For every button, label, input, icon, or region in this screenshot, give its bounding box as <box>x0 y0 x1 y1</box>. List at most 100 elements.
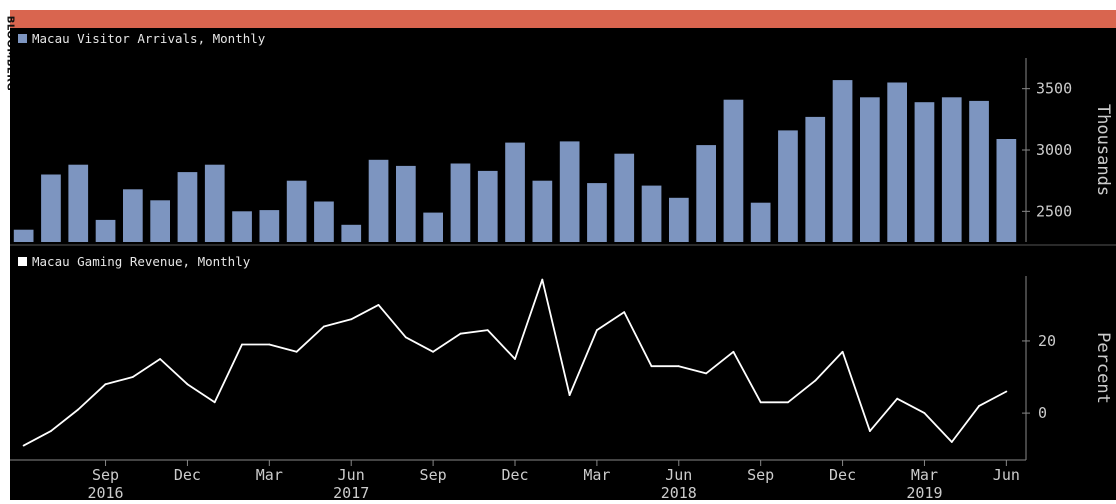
series-point-revenue <box>241 343 243 346</box>
bar-visitors <box>177 172 198 242</box>
series-point-revenue <box>841 350 844 353</box>
bar-visitors <box>969 100 989 243</box>
legend-swatch-visitors <box>18 34 27 43</box>
series-point-revenue <box>705 372 707 375</box>
top-banner <box>10 10 1116 28</box>
bar-visitors <box>914 102 935 242</box>
series-point-revenue <box>159 358 162 360</box>
x-tick-label: Mar <box>911 466 938 484</box>
series-point-revenue <box>896 397 899 400</box>
bar-visitors <box>68 164 89 242</box>
x-tick-label: Sep <box>420 466 447 484</box>
series-point-revenue <box>978 405 980 407</box>
series-point-revenue <box>923 412 926 414</box>
legend-swatch-revenue <box>18 257 27 266</box>
series-point-revenue <box>568 394 571 396</box>
bar-visitors <box>505 142 525 242</box>
series-point-revenue <box>77 408 80 411</box>
x-tick-label: Sep <box>92 466 119 484</box>
series-point-revenue <box>1005 390 1008 393</box>
series-point-revenue <box>404 336 407 339</box>
bar-visitors <box>41 174 61 242</box>
bar-visitors <box>941 97 962 242</box>
series-point-revenue <box>104 383 107 386</box>
bar-visitors <box>996 139 1017 242</box>
series-point-revenue <box>514 358 516 360</box>
series-point-revenue <box>323 325 325 328</box>
bar-visitors <box>423 212 443 242</box>
series-point-revenue <box>814 379 817 382</box>
chart-svg: Macau Visitor Arrivals, Monthly 2500 3000 3… <box>10 31 1116 502</box>
bar-visitors <box>123 189 143 242</box>
series-point-revenue <box>186 383 189 386</box>
bar-visitors <box>314 201 334 242</box>
legend-label-visitors: Macau Visitor Arrivals, Monthly <box>32 31 266 46</box>
x-tick-label: Dec <box>501 466 528 484</box>
bar-visitors <box>95 219 116 242</box>
x-tick-label: Dec <box>829 466 856 484</box>
bar-visitors <box>805 116 826 242</box>
chart-panel: Macau Visitor Arrivals, Monthly 2500 3000 3… <box>10 28 1116 502</box>
bar-visitors <box>232 211 252 242</box>
bar-visitors <box>13 229 34 242</box>
y-tick-label-bottom: 20 <box>1038 332 1056 350</box>
y-axis-title-bottom: Percent <box>1093 332 1113 404</box>
series-point-revenue <box>377 304 380 306</box>
bar-visitors <box>887 82 907 242</box>
series-point-revenue <box>732 350 735 353</box>
x-tick-label: Dec <box>174 466 201 484</box>
series-point-revenue <box>787 401 789 404</box>
series-point-revenue <box>950 441 953 443</box>
x-tick-label: Mar <box>256 466 283 484</box>
series-point-revenue <box>541 278 544 281</box>
y-tick-label-top: 2500 <box>1036 202 1072 220</box>
x-tick-label: Jun <box>338 466 365 484</box>
series-point-revenue <box>295 350 298 353</box>
series-point-revenue <box>623 311 626 313</box>
series-point-revenue <box>486 329 489 331</box>
legend-label-revenue: Macau Gaming Revenue, Monthly <box>32 254 251 269</box>
bar-visitors <box>286 180 307 242</box>
x-tick-year-label: 2018 <box>661 484 697 500</box>
bar-visitors <box>750 202 771 242</box>
bar-visitors <box>587 183 607 242</box>
bar-visitors <box>559 141 580 242</box>
bar-visitors <box>477 170 498 242</box>
bar-visitors <box>341 224 362 242</box>
bar-visitors <box>614 153 635 242</box>
series-point-revenue <box>459 332 462 335</box>
bar-visitors <box>204 164 225 242</box>
bar-visitors <box>259 210 280 242</box>
bar-visitors <box>532 180 553 242</box>
series-point-revenue <box>50 430 52 432</box>
x-tick-label: Jun <box>993 466 1020 484</box>
bar-visitors <box>860 97 880 242</box>
series-point-revenue <box>350 318 353 321</box>
series-line-revenue <box>23 278 1007 447</box>
bar-visitors <box>832 80 853 242</box>
y-tick-label-bottom: 0 <box>1038 404 1047 422</box>
bar-visitors <box>150 200 170 242</box>
bar-visitors <box>396 165 416 242</box>
bar-visitors <box>641 185 662 242</box>
series-point-revenue <box>213 401 216 404</box>
y-tick-label-top: 3500 <box>1036 80 1072 98</box>
series-point-revenue <box>432 350 434 353</box>
series-point-revenue <box>131 376 134 378</box>
bar-visitors <box>723 99 744 242</box>
series-point-revenue <box>677 365 680 368</box>
bar-visitors <box>450 163 471 242</box>
series-point-revenue <box>650 365 653 368</box>
series-point-revenue <box>22 444 25 447</box>
series-point-revenue <box>759 401 762 404</box>
x-tick-label: Sep <box>747 466 774 484</box>
bar-visitors <box>778 130 798 242</box>
series-point-revenue <box>268 343 271 346</box>
y-tick-label-top: 3000 <box>1036 141 1072 159</box>
series-point-revenue <box>596 329 598 331</box>
y-axis-title-top: Thousands <box>1093 104 1113 196</box>
bar-visitors <box>669 197 689 242</box>
x-tick-label: Mar <box>583 466 610 484</box>
series-point-revenue <box>869 430 871 432</box>
